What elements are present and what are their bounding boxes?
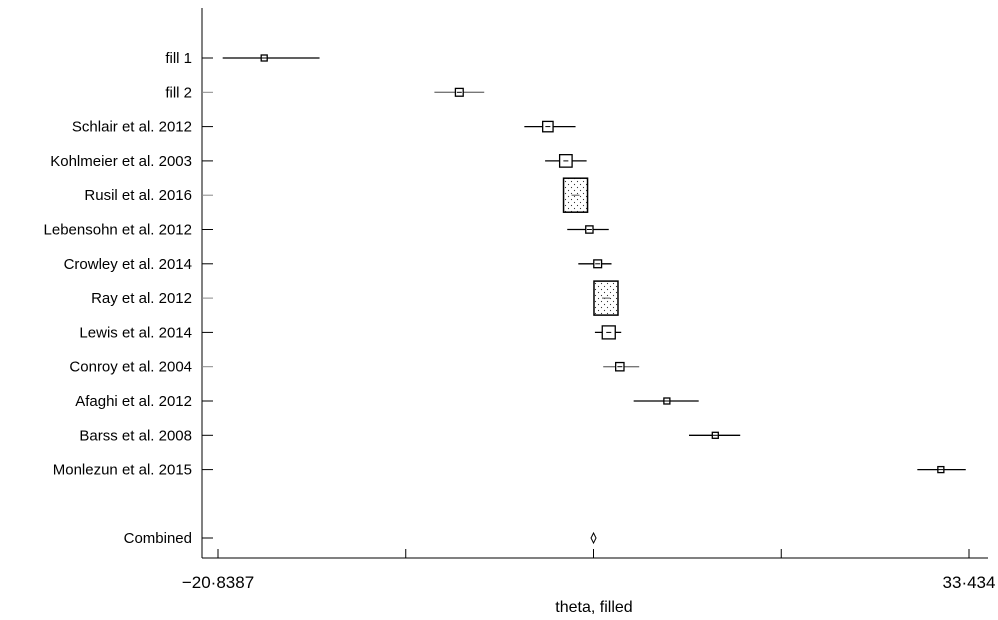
study-label: Barss et al. 2008 (79, 427, 192, 444)
study-row: Ray et al. 2012 (91, 280, 619, 316)
study-label: Ray et al. 2012 (91, 290, 192, 307)
study-label: Kohlmeier et al. 2003 (50, 153, 192, 170)
x-axis-title: theta, filled (555, 599, 632, 616)
study-label: Crowley et al. 2014 (64, 256, 192, 273)
x-tick-label-max: 33·434 (943, 573, 996, 592)
study-row: Schlair et al. 2012 (72, 119, 576, 136)
x-ticks: −20·8387 33·434 (182, 549, 996, 592)
study-row: Barss et al. 2008 (79, 427, 741, 444)
study-row: Crowley et al. 2014 (64, 256, 612, 273)
study-label: Lewis et al. 2014 (79, 324, 192, 341)
study-label: Rusil et al. 2016 (84, 187, 192, 204)
study-label: Lebensohn et al. 2012 (44, 222, 192, 239)
study-label: Schlair et al. 2012 (72, 119, 192, 136)
study-label: Conroy et al. 2004 (69, 359, 192, 376)
study-row: Afaghi et al. 2012 (75, 393, 699, 410)
combined-label: Combined (124, 530, 192, 547)
x-tick-label-min: −20·8387 (182, 573, 254, 592)
study-row: Conroy et al. 2004 (69, 359, 640, 376)
study-row: Rusil et al. 2016 (84, 177, 589, 213)
study-row: fill 1 (165, 50, 320, 67)
study-label: Afaghi et al. 2012 (75, 393, 192, 410)
combined-diamond (590, 531, 597, 545)
study-label: fill 1 (165, 50, 192, 67)
study-rows: fill 1 fill 2 Schlair et al. 2012 Kohlmeier… (44, 50, 966, 547)
study-label: Monlezun et al. 2015 (53, 462, 192, 479)
study-label: fill 2 (165, 84, 192, 101)
study-row: fill 2 (165, 84, 485, 101)
combined-row: Combined (124, 530, 597, 547)
study-row: Lewis et al. 2014 (79, 324, 622, 341)
study-row: Lebensohn et al. 2012 (44, 222, 609, 239)
study-row: Kohlmeier et al. 2003 (50, 153, 587, 170)
study-row: Monlezun et al. 2015 (53, 462, 966, 479)
